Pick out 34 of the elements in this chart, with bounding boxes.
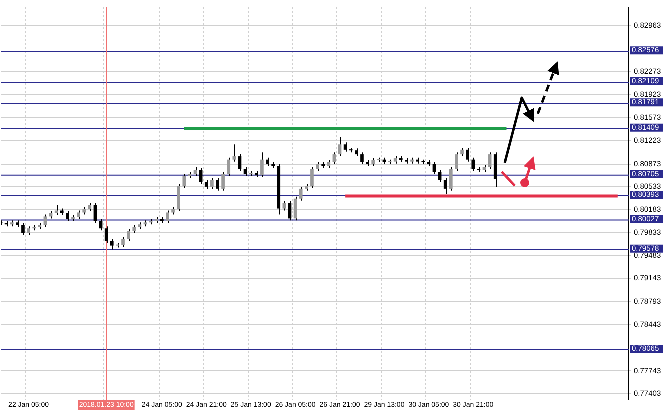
candlestick [194,166,198,177]
candlestick [94,202,98,224]
candlestick [332,152,336,165]
candlestick [260,152,264,178]
candlestick [44,214,48,228]
candlestick [344,142,348,152]
candlestick [66,210,70,222]
candlestick [466,147,470,162]
candlestick [227,157,231,177]
candlestick [299,186,303,202]
candlestick [122,236,125,248]
candlestick [338,136,342,158]
candlestick [199,168,203,185]
candlestick [444,178,448,195]
candlestick [232,144,236,162]
candlestick [222,172,225,192]
candlestick [127,228,130,242]
candlestick [166,210,170,224]
candlestick [310,166,314,189]
candlestick [104,226,108,244]
candlestick [244,166,248,177]
candlestick [455,152,458,172]
candlestick [177,184,181,212]
candlestick [432,162,436,175]
candlestick [110,238,114,250]
candlestick [282,201,286,212]
candlestick [360,152,364,165]
candlestick [182,174,186,189]
candlestick [210,178,214,190]
candlestick [216,178,220,192]
candlestick [449,166,453,192]
candlestick [472,157,476,172]
candlestick [438,170,442,183]
candlestick [22,222,25,236]
